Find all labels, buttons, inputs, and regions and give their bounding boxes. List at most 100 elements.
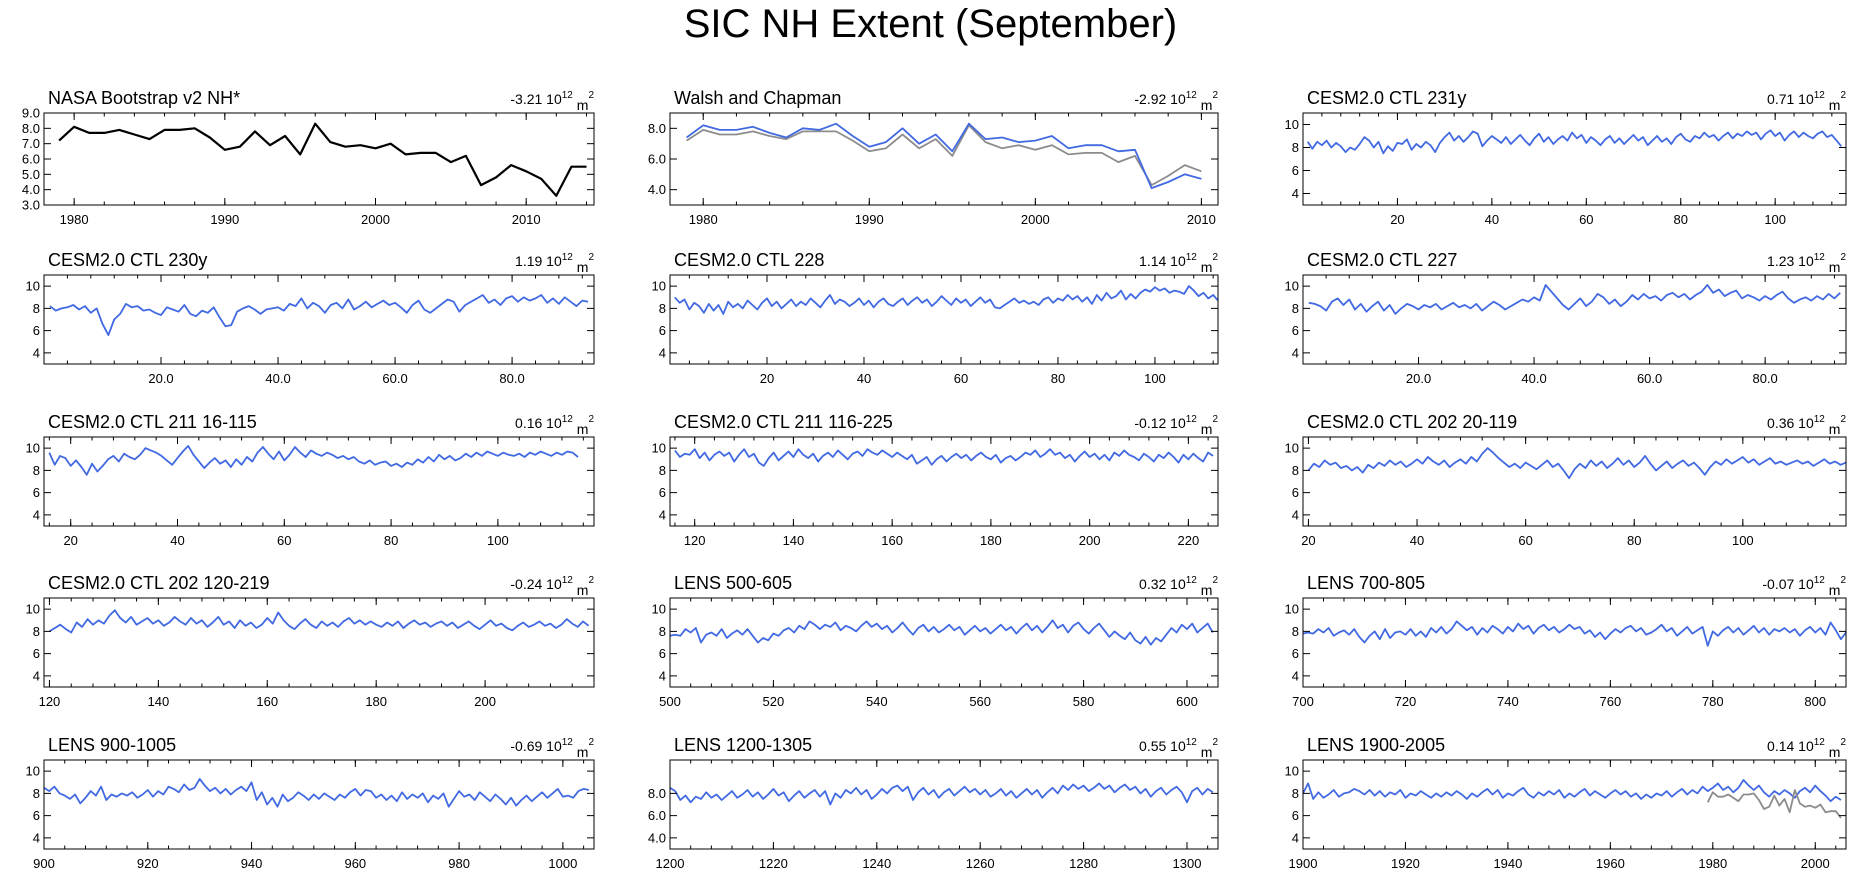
x-tick-label: 2010 xyxy=(1187,212,1216,227)
y-tick-label: 6 xyxy=(1292,163,1299,178)
x-tick-label: 40 xyxy=(1410,533,1424,548)
plot-frame xyxy=(669,597,1219,688)
series-line xyxy=(1302,620,1847,647)
x-tick-label: 540 xyxy=(866,694,888,709)
y-tick-label: 10 xyxy=(1285,764,1299,779)
x-tick-label: 1990 xyxy=(855,212,884,227)
plot-frame xyxy=(669,436,1219,527)
x-tick-label: 1920 xyxy=(1391,856,1420,871)
y-tick-label: 8 xyxy=(659,624,666,639)
y-tick-label: 8 xyxy=(659,463,666,478)
x-tick-label: 1220 xyxy=(759,856,788,871)
x-tick-label: 140 xyxy=(148,694,170,709)
y-tick-label: 8 xyxy=(33,786,40,801)
series-line xyxy=(674,448,1214,467)
x-tick-label: 1980 xyxy=(689,212,718,227)
y-tick-label: 10 xyxy=(26,764,40,779)
x-tick-label: 940 xyxy=(241,856,263,871)
series-line xyxy=(58,122,587,197)
x-tick-label: 200 xyxy=(1079,533,1101,548)
y-tick-label: 9.0 xyxy=(22,106,40,121)
x-tick-label: 1900 xyxy=(1289,856,1318,871)
chart-panel: 4.0 6.0 8.0 1980 1990 2000 2010 Walsh and Chapm… xyxy=(648,88,1219,227)
x-tick-label: 60 xyxy=(1579,212,1593,227)
x-tick-label: 60 xyxy=(954,371,968,386)
y-tick-label: 6 xyxy=(1292,485,1299,500)
y-tick-label: 3.0 xyxy=(22,198,40,213)
x-tick-label: 1200 xyxy=(656,856,685,871)
series-line xyxy=(48,609,590,634)
x-tick-label: 40.0 xyxy=(1521,371,1546,386)
y-tick-label: 8.0 xyxy=(648,121,666,136)
trend-label: -0.07 1012 m2 xyxy=(1762,575,1846,598)
y-tick-label: 6.0 xyxy=(22,152,40,167)
x-tick-label: 1300 xyxy=(1173,856,1202,871)
x-tick-label: 1990 xyxy=(210,212,239,227)
x-tick-label: 800 xyxy=(1804,694,1826,709)
x-tick-label: 20.0 xyxy=(1406,371,1431,386)
series-line xyxy=(1308,284,1841,315)
panel-title: LENS 1200-1305 xyxy=(674,735,812,755)
x-tick-label: 80 xyxy=(1674,212,1688,227)
y-tick-label: 4 xyxy=(1292,507,1299,522)
series-line xyxy=(48,444,579,476)
chart-panel: 4 6 8 10 20 40 60 80 100 CESM2.0 CTL 211 16-115 0.… xyxy=(26,412,595,548)
x-tick-label: 80.0 xyxy=(499,371,524,386)
chart-panel: 4 6 8 10 20.0 40.0 60.0 80.0 CESM2.0 CTL 230y 1.1… xyxy=(26,250,595,386)
y-tick-label: 4 xyxy=(33,345,40,360)
y-tick-label: 8 xyxy=(1292,624,1299,639)
x-tick-label: 40 xyxy=(1485,212,1499,227)
chart-panel: 4 6 8 10 20.0 40.0 60.0 80.0 CESM2.0 CTL 227 1.23… xyxy=(1285,250,1847,386)
x-tick-label: 20 xyxy=(760,371,774,386)
panel-title: NASA Bootstrap v2 NH* xyxy=(48,88,240,108)
x-tick-label: 520 xyxy=(763,694,785,709)
panel-title: CESM2.0 CTL 227 xyxy=(1307,250,1457,270)
series-line xyxy=(1302,779,1842,803)
series-line xyxy=(1706,789,1842,819)
x-tick-label: 960 xyxy=(344,856,366,871)
x-tick-label: 160 xyxy=(881,533,903,548)
x-tick-label: 1940 xyxy=(1493,856,1522,871)
series-line xyxy=(43,778,589,808)
chart-panel: 4.0 6.0 8.0 1200 1220 1240 1260 1280 1300 LENS 12… xyxy=(648,735,1219,871)
plot-frame xyxy=(43,274,595,365)
y-tick-label: 4.0 xyxy=(22,182,40,197)
y-tick-label: 10 xyxy=(1285,602,1299,617)
panel-title: Walsh and Chapman xyxy=(674,88,841,108)
y-tick-label: 8.0 xyxy=(648,786,666,801)
x-tick-label: 2000 xyxy=(361,212,390,227)
x-tick-label: 60 xyxy=(277,533,291,548)
y-tick-label: 10 xyxy=(652,602,666,617)
x-tick-label: 80 xyxy=(1627,533,1641,548)
y-tick-label: 8 xyxy=(33,624,40,639)
y-tick-label: 6 xyxy=(33,808,40,823)
x-tick-label: 20 xyxy=(1390,212,1404,227)
y-tick-label: 4 xyxy=(1292,186,1299,201)
x-tick-label: 120 xyxy=(39,694,61,709)
plot-frame xyxy=(1302,436,1847,527)
x-tick-label: 1000 xyxy=(548,856,577,871)
y-tick-label: 6.0 xyxy=(648,808,666,823)
panel-title: CESM2.0 CTL 202 120-219 xyxy=(48,573,269,593)
plot-frame xyxy=(1302,597,1847,688)
x-tick-label: 920 xyxy=(137,856,159,871)
y-tick-label: 4 xyxy=(1292,668,1299,683)
series-line xyxy=(686,122,1202,190)
x-tick-label: 100 xyxy=(1732,533,1754,548)
y-tick-label: 4 xyxy=(33,668,40,683)
plot-frame xyxy=(43,436,595,527)
x-tick-label: 220 xyxy=(1178,533,1200,548)
figure-title: SIC NH Extent (September) xyxy=(683,2,1178,46)
series-line xyxy=(49,294,589,337)
y-tick-label: 8 xyxy=(1292,786,1299,801)
y-tick-label: 8 xyxy=(1292,140,1299,155)
x-tick-label: 900 xyxy=(33,856,55,871)
x-tick-label: 600 xyxy=(1176,694,1198,709)
x-tick-label: 60.0 xyxy=(1637,371,1662,386)
x-tick-label: 40 xyxy=(170,533,184,548)
x-tick-label: 2010 xyxy=(512,212,541,227)
x-tick-label: 140 xyxy=(783,533,805,548)
panel-title: CESM2.0 CTL 211 16-115 xyxy=(48,412,257,432)
trend-label: -3.21 1012 m2 xyxy=(510,90,594,113)
plot-frame xyxy=(1302,274,1847,365)
